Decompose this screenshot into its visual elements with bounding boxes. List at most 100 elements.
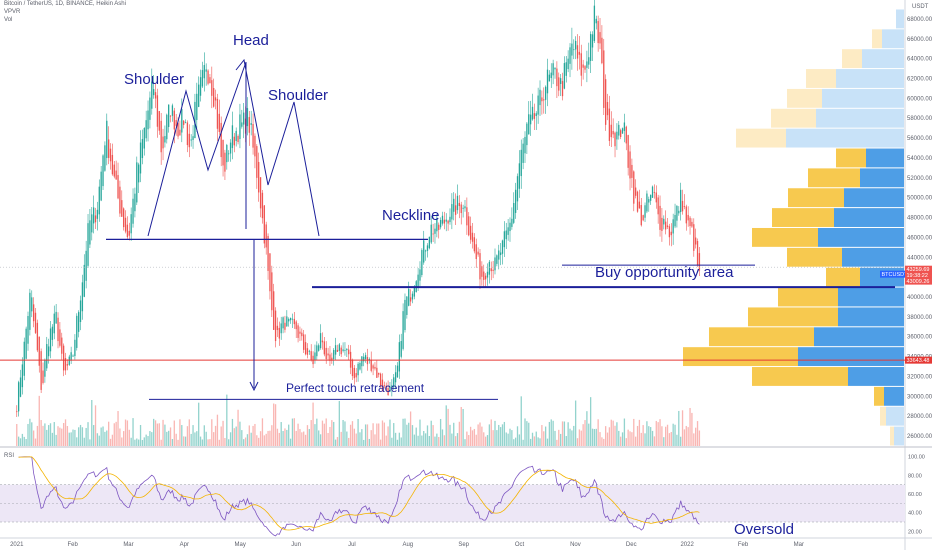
volume-bar [207, 439, 209, 446]
candle-body [254, 135, 256, 157]
vp-bar-down [848, 367, 904, 386]
volume-bar [374, 434, 376, 446]
volume-bar [674, 424, 676, 446]
volume-bar [25, 439, 27, 446]
volume-bar [366, 424, 369, 446]
volume-bar [604, 426, 607, 446]
volume-bar [340, 431, 342, 446]
volume-bar [318, 430, 320, 446]
candle-body [561, 81, 564, 97]
candle-body [269, 253, 271, 292]
candle-body [220, 122, 222, 158]
volume-bar [282, 431, 284, 446]
volume-bar [113, 423, 115, 446]
volume-bar [513, 439, 515, 446]
candle-body [479, 253, 481, 280]
candle-body [117, 175, 119, 199]
candle-body [601, 37, 603, 64]
volume-bar [595, 428, 597, 446]
level-lines [0, 238, 905, 400]
price-tick: 38000.00 [907, 315, 932, 321]
volume-bar [100, 427, 102, 446]
volume-bar [274, 404, 277, 446]
candle-body [578, 51, 581, 55]
volume-bar [154, 420, 157, 446]
rsi-ma-line [18, 456, 700, 531]
candle-body [509, 222, 511, 232]
volume-bar [338, 401, 340, 446]
volume-bar [109, 438, 112, 446]
volume-bar [331, 420, 333, 446]
candle-body [591, 34, 594, 48]
volume-bar [280, 422, 282, 446]
volume-bar [291, 418, 294, 446]
volume-bar [381, 420, 384, 446]
candle-body [670, 231, 672, 236]
volume-bar [16, 424, 18, 446]
candle-body [633, 171, 635, 204]
candle-body [201, 70, 204, 87]
candle-body [458, 202, 461, 207]
candle-body [158, 111, 160, 131]
candle-body [546, 69, 549, 94]
candle-body [243, 112, 245, 125]
volume-bar [299, 429, 301, 446]
vp-bar-up [683, 347, 798, 367]
candle-body [558, 77, 560, 91]
date-tick: Apr [180, 542, 189, 548]
candle-body [514, 189, 517, 213]
volume-bar [252, 425, 254, 446]
vp-bar-down [838, 307, 904, 327]
volume-bar [149, 431, 151, 446]
candle-body [436, 218, 438, 232]
candle-body [438, 224, 440, 230]
volume-bar [213, 432, 215, 446]
volume-bar [625, 438, 627, 446]
volume-bar [186, 426, 189, 446]
volume-bar [421, 435, 423, 446]
volume-bar [428, 435, 431, 446]
candle-body [113, 164, 115, 177]
volume-bar [164, 424, 166, 446]
candle-body [409, 297, 412, 302]
volume-bar [156, 423, 159, 446]
volume-bar [327, 432, 329, 446]
candle-body [321, 340, 324, 343]
candle-body [672, 219, 674, 234]
volume-bar [306, 425, 309, 446]
candle-body [543, 99, 545, 101]
candle-body [198, 84, 200, 107]
volume-bar [479, 422, 481, 446]
volume-bar [454, 436, 457, 446]
volume-bar [233, 428, 235, 446]
candle-body [248, 117, 250, 133]
candle-body [228, 153, 230, 155]
candle-body [447, 220, 449, 224]
volume-bar [205, 431, 207, 446]
volume-bar [423, 430, 425, 446]
candle-body [531, 106, 534, 120]
candle-body [149, 97, 151, 120]
volume-bar [698, 430, 701, 446]
volume-bar [492, 430, 494, 446]
volume-bar [544, 426, 547, 446]
volume-bar [623, 418, 626, 446]
candle-body [584, 66, 586, 70]
volume-bar [460, 406, 462, 446]
volume-bar [543, 431, 545, 446]
candle-body [333, 350, 335, 360]
candle-body [603, 50, 605, 108]
volume-bar [614, 425, 616, 446]
price-tag-text: 33643.48 [907, 358, 930, 364]
volume-bar [243, 439, 245, 446]
volume-bar [378, 423, 380, 446]
volume-bar [32, 430, 35, 446]
candle-body [40, 351, 42, 390]
candle-body [241, 122, 243, 127]
candle-body [87, 223, 89, 266]
volume-bar [220, 426, 222, 446]
volume-bar [314, 424, 316, 446]
candle-body [663, 218, 665, 225]
vp-bar-up [709, 327, 814, 347]
